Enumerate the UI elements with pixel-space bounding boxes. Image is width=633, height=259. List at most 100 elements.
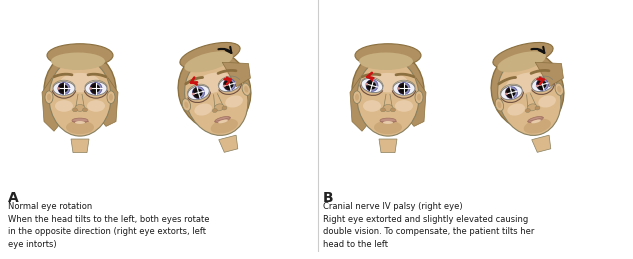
Polygon shape bbox=[532, 135, 551, 152]
Polygon shape bbox=[219, 135, 238, 152]
Ellipse shape bbox=[218, 77, 240, 92]
Ellipse shape bbox=[415, 91, 423, 104]
Ellipse shape bbox=[557, 86, 561, 92]
Ellipse shape bbox=[506, 87, 518, 98]
Ellipse shape bbox=[352, 51, 424, 130]
Ellipse shape bbox=[380, 118, 396, 123]
Polygon shape bbox=[379, 139, 397, 153]
Ellipse shape bbox=[374, 120, 402, 134]
Ellipse shape bbox=[528, 117, 543, 123]
Ellipse shape bbox=[182, 99, 191, 111]
Circle shape bbox=[400, 85, 408, 92]
Wedge shape bbox=[223, 79, 231, 90]
Ellipse shape bbox=[397, 87, 400, 90]
Ellipse shape bbox=[75, 104, 85, 111]
Ellipse shape bbox=[555, 83, 563, 95]
Wedge shape bbox=[90, 83, 96, 94]
Ellipse shape bbox=[47, 94, 51, 100]
Ellipse shape bbox=[531, 120, 541, 123]
Ellipse shape bbox=[383, 104, 393, 111]
Ellipse shape bbox=[184, 102, 189, 108]
Ellipse shape bbox=[85, 82, 107, 95]
Ellipse shape bbox=[107, 91, 115, 104]
Ellipse shape bbox=[222, 106, 227, 110]
Ellipse shape bbox=[214, 104, 224, 111]
Wedge shape bbox=[506, 87, 513, 98]
Circle shape bbox=[194, 89, 203, 97]
Ellipse shape bbox=[242, 83, 251, 95]
Ellipse shape bbox=[109, 94, 113, 100]
Ellipse shape bbox=[73, 108, 77, 112]
Text: Cranial nerve IV palsy (right eye)
Right eye extorted and slightly elevated caus: Cranial nerve IV palsy (right eye) Right… bbox=[323, 202, 534, 249]
Ellipse shape bbox=[383, 121, 393, 124]
Ellipse shape bbox=[75, 121, 85, 124]
Ellipse shape bbox=[366, 80, 378, 91]
Polygon shape bbox=[71, 139, 89, 153]
Ellipse shape bbox=[417, 94, 421, 100]
Ellipse shape bbox=[495, 99, 504, 111]
Ellipse shape bbox=[53, 82, 75, 95]
Wedge shape bbox=[536, 79, 544, 90]
Circle shape bbox=[368, 82, 376, 89]
Ellipse shape bbox=[398, 83, 410, 94]
Ellipse shape bbox=[497, 102, 501, 108]
Text: B: B bbox=[323, 191, 334, 205]
Ellipse shape bbox=[58, 83, 70, 94]
Ellipse shape bbox=[525, 109, 530, 112]
Ellipse shape bbox=[184, 51, 233, 72]
Ellipse shape bbox=[355, 44, 421, 67]
Circle shape bbox=[225, 81, 234, 89]
Ellipse shape bbox=[192, 87, 204, 98]
Ellipse shape bbox=[193, 72, 232, 93]
Ellipse shape bbox=[365, 83, 368, 85]
Ellipse shape bbox=[393, 82, 415, 95]
Ellipse shape bbox=[223, 85, 226, 87]
Text: A: A bbox=[8, 191, 19, 205]
Ellipse shape bbox=[361, 78, 383, 93]
Ellipse shape bbox=[493, 42, 553, 68]
Ellipse shape bbox=[90, 83, 102, 94]
Ellipse shape bbox=[87, 100, 105, 112]
Ellipse shape bbox=[368, 73, 408, 92]
Ellipse shape bbox=[355, 94, 359, 100]
Polygon shape bbox=[536, 62, 563, 87]
Wedge shape bbox=[58, 83, 64, 94]
Ellipse shape bbox=[45, 91, 53, 104]
Polygon shape bbox=[406, 78, 426, 126]
Ellipse shape bbox=[60, 73, 100, 92]
Polygon shape bbox=[222, 62, 251, 87]
Polygon shape bbox=[42, 78, 62, 131]
Ellipse shape bbox=[244, 86, 248, 92]
Ellipse shape bbox=[353, 91, 361, 104]
Ellipse shape bbox=[507, 103, 525, 116]
Ellipse shape bbox=[501, 85, 522, 100]
Ellipse shape bbox=[498, 51, 546, 72]
Ellipse shape bbox=[538, 95, 556, 107]
Ellipse shape bbox=[72, 118, 88, 123]
Ellipse shape bbox=[506, 72, 545, 93]
Ellipse shape bbox=[47, 44, 113, 67]
Text: Normal eye rotation
When the head tilts to the left, both eyes rotate
in the opp: Normal eye rotation When the head tilts … bbox=[8, 202, 210, 249]
Wedge shape bbox=[192, 87, 200, 98]
Ellipse shape bbox=[178, 51, 251, 130]
Ellipse shape bbox=[535, 106, 540, 110]
Ellipse shape bbox=[212, 109, 217, 112]
Ellipse shape bbox=[57, 87, 60, 90]
Ellipse shape bbox=[51, 53, 105, 70]
Polygon shape bbox=[350, 78, 370, 131]
Ellipse shape bbox=[359, 53, 413, 70]
Ellipse shape bbox=[89, 87, 92, 90]
Circle shape bbox=[92, 85, 100, 92]
Polygon shape bbox=[98, 78, 118, 126]
Ellipse shape bbox=[395, 100, 413, 112]
Ellipse shape bbox=[505, 93, 508, 95]
Ellipse shape bbox=[180, 42, 240, 68]
Ellipse shape bbox=[363, 100, 381, 112]
Wedge shape bbox=[398, 83, 404, 94]
Ellipse shape bbox=[536, 85, 539, 87]
Ellipse shape bbox=[66, 120, 94, 134]
Ellipse shape bbox=[380, 108, 385, 112]
Ellipse shape bbox=[391, 108, 396, 112]
Ellipse shape bbox=[185, 59, 248, 135]
Circle shape bbox=[60, 85, 68, 92]
